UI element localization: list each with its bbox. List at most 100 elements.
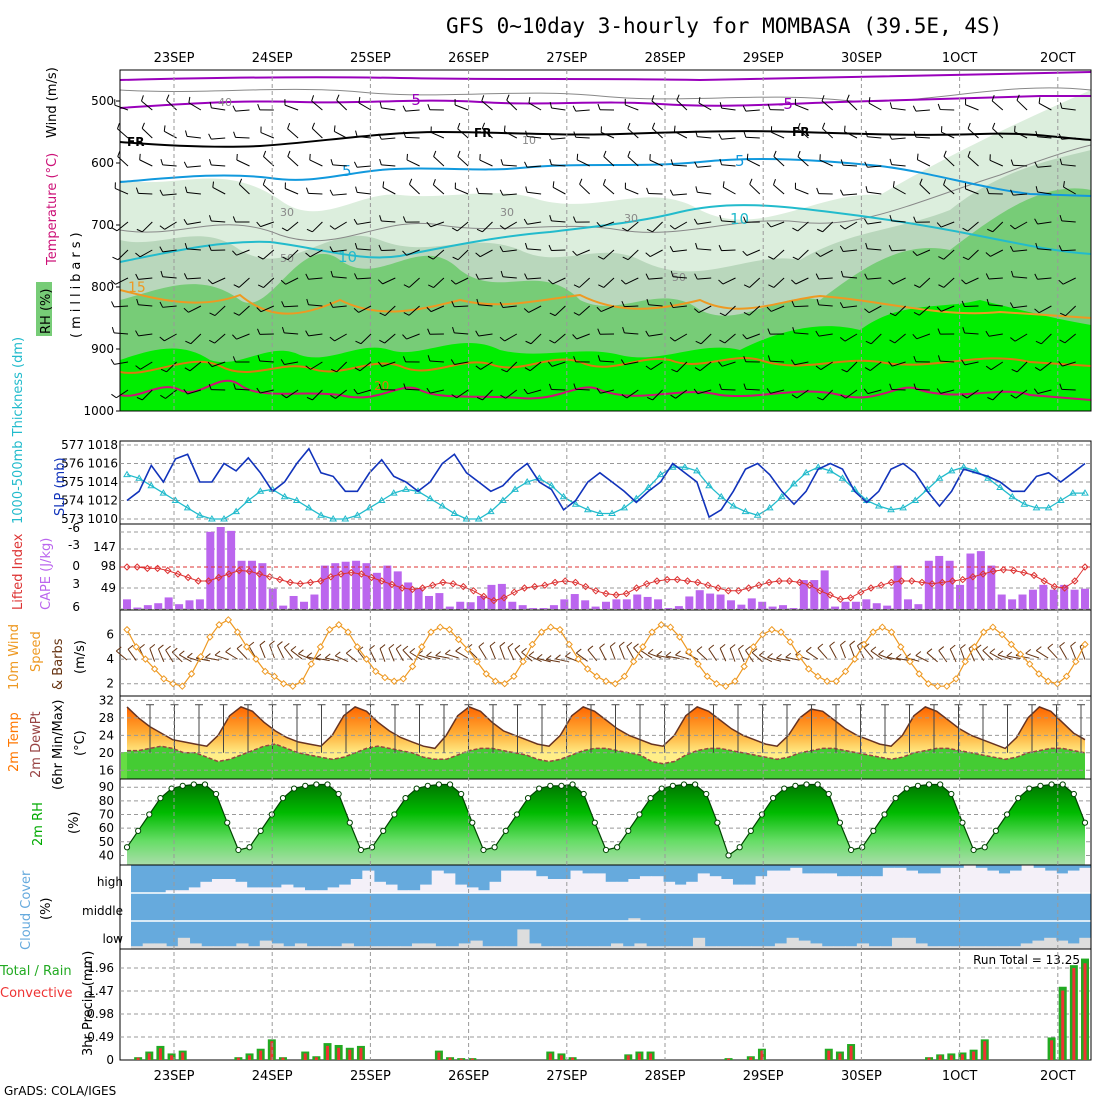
barb-flag <box>354 273 358 280</box>
wind-barb <box>232 356 250 363</box>
wind-barb <box>573 305 591 316</box>
wind-barb <box>282 249 299 261</box>
barb-shaft <box>1038 102 1052 111</box>
barb-shaft <box>356 277 372 280</box>
barb-flag <box>135 365 141 370</box>
wind-barb <box>207 361 226 368</box>
wind-marker <box>252 655 260 663</box>
barb-flag <box>127 644 134 650</box>
barb-shaft <box>315 657 330 662</box>
barb-shaft <box>162 305 177 308</box>
barb-shaft <box>395 648 404 662</box>
wind-barb <box>815 249 833 257</box>
cape-bar <box>123 599 131 609</box>
barb-shaft <box>117 128 129 139</box>
barb-flag <box>427 328 431 335</box>
wind-barb <box>649 154 663 167</box>
wind-barb <box>499 189 517 196</box>
wind-barb <box>816 221 834 233</box>
date-label: 28SEP <box>645 51 686 66</box>
cloud-bar-low <box>435 946 448 949</box>
wind-barb <box>233 277 250 288</box>
wind-barb <box>627 150 639 167</box>
barb-shaft <box>381 220 396 223</box>
minmax-bar <box>930 704 938 753</box>
barb-shaft <box>186 165 201 168</box>
wind-marker <box>979 628 988 636</box>
wind-barb <box>135 361 153 370</box>
wind-barb <box>290 645 303 660</box>
barb-shaft <box>773 184 785 195</box>
li-marker <box>255 570 264 578</box>
cloud-bar-low <box>154 943 167 949</box>
wind-barb <box>1034 361 1052 371</box>
slp-grid <box>120 444 1091 520</box>
cape-bar <box>726 600 735 609</box>
barb-flag <box>693 388 699 395</box>
barb-flag <box>311 95 315 102</box>
barb-flag <box>863 388 869 394</box>
barb-shaft <box>238 277 250 288</box>
wind-barb <box>743 356 760 363</box>
cloud-bar-high <box>998 873 1011 893</box>
barb-flag <box>719 339 725 344</box>
barb-shaft <box>205 657 220 661</box>
rh-marker <box>279 795 287 802</box>
thickness-marker <box>462 515 471 522</box>
cape-bar <box>247 560 256 609</box>
cloud-bar-low <box>1032 940 1045 949</box>
wind-barb <box>919 178 931 195</box>
cape-bar <box>987 565 996 609</box>
barb-flag <box>257 255 264 260</box>
barb-shaft <box>1063 186 1076 195</box>
cape-bar <box>1049 589 1058 609</box>
cloud-bar-high <box>385 884 398 893</box>
barb-shaft <box>1013 305 1028 309</box>
barb-shaft <box>336 361 348 373</box>
rh-marker <box>892 795 899 802</box>
barb-flag <box>792 327 795 334</box>
barb-flag <box>500 394 506 399</box>
barb-shaft <box>843 305 858 309</box>
barb-flag <box>525 340 532 345</box>
barb-shaft <box>114 332 129 335</box>
wind-marker <box>408 662 417 671</box>
barb-flag <box>962 256 969 261</box>
wind-barb <box>645 273 663 280</box>
barb-shaft <box>311 100 323 111</box>
barb-shaft <box>455 277 469 285</box>
cape-bar <box>570 594 579 609</box>
barb-shaft <box>919 305 931 316</box>
wind-barb <box>408 178 420 195</box>
barb-flag <box>967 122 971 129</box>
wind-barb <box>478 642 487 659</box>
li-tick: -3 <box>68 538 80 552</box>
wind-barb <box>354 361 372 372</box>
wind-barb <box>986 187 1003 195</box>
barb-shaft <box>335 389 348 399</box>
barb-flag <box>1034 367 1041 371</box>
barb-shaft <box>990 361 1004 371</box>
barb-flag <box>523 218 528 225</box>
barb-shaft <box>482 389 493 401</box>
barb-flag <box>1034 273 1038 280</box>
rh-marker <box>246 844 253 851</box>
wind-barb <box>329 301 347 308</box>
cloud-bar-high <box>327 887 340 893</box>
thickness-marker <box>874 502 883 509</box>
cape-tick: 49 <box>101 581 116 595</box>
barb-flag <box>478 642 485 647</box>
barb-flag <box>646 187 650 194</box>
cloud-bar-high <box>801 873 814 893</box>
barb-shaft <box>917 159 931 167</box>
wind-barb <box>149 644 156 662</box>
barb-flag <box>377 279 383 285</box>
wind-barb <box>427 103 444 111</box>
cape-bar <box>518 605 527 609</box>
precip-tick: 1.47 <box>87 984 114 998</box>
rh-tick: 40 <box>99 848 114 862</box>
label-5: 5 <box>342 162 352 180</box>
cape-bar <box>591 606 600 609</box>
barb-flag <box>358 96 361 104</box>
wind-barb <box>451 221 469 232</box>
